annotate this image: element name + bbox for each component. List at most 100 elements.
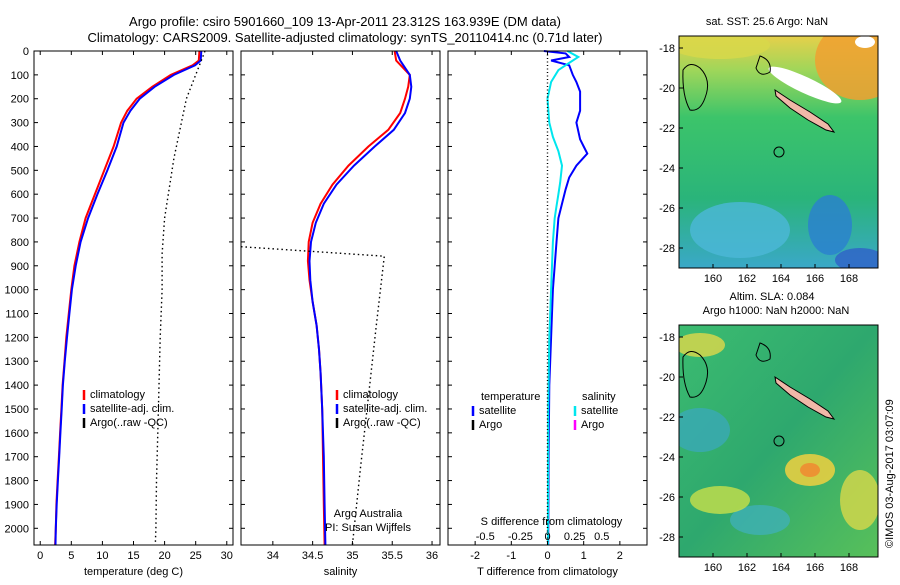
lat-tick-label: -20 [659, 83, 675, 95]
series-climatology [54, 50, 201, 546]
y-tick-label: 1500 [5, 404, 29, 416]
y-tick-label: 1800 [5, 476, 29, 488]
x-tick-label: 10 [96, 550, 108, 562]
legend-header: temperature [481, 391, 540, 403]
x-tick-label: 30 [221, 550, 233, 562]
y-tick-label: 800 [11, 237, 29, 249]
legend-label: satellite [581, 405, 618, 417]
s-tick-label: -0.25 [508, 531, 533, 543]
lon-tick-label: 162 [738, 562, 756, 574]
salinity-panel: 34 34.5 35 35.5 36 salinity climatology satelli… [240, 50, 441, 578]
imos-credit: ©IMOS 03-Aug-2017 03:07:09 [884, 399, 896, 548]
figure-title-line1: Argo profile: csiro 5901660_109 13-Apr-2… [129, 14, 561, 29]
series-satellite-adj-clim- [308, 50, 413, 546]
lon-tick-label: 164 [772, 562, 790, 574]
lon-tick-label: 168 [840, 562, 858, 574]
y-tick-label: 1400 [5, 380, 29, 392]
x-tick-label: 20 [158, 550, 170, 562]
lat-tick-label: -24 [659, 452, 675, 464]
legend-label: Argo(..raw -QC) [343, 417, 421, 429]
sla-high-patch [800, 463, 820, 477]
reef-contour [682, 351, 709, 398]
lat-tick-label: -26 [659, 492, 675, 504]
lat-tick-label: -18 [659, 43, 675, 55]
lon-tick-label: 166 [806, 273, 824, 285]
sla-low-patch [679, 408, 730, 452]
legend-label: climatology [343, 389, 399, 401]
reef-contour [755, 342, 771, 362]
x-tick-label: 15 [127, 550, 139, 562]
x-tick-label: -1 [506, 550, 516, 562]
sst-map: sat. SST: 25.6 Argo: NaN 160 162 164 166 168… [659, 16, 879, 285]
sla-high-patch [679, 333, 725, 357]
sla-low-patch [730, 505, 790, 535]
temperature-panel: 0 5 10 15 20 25 300100200300400500600700800900… [5, 46, 234, 578]
legend-label: Argo [479, 419, 502, 431]
s-tick-label: -0.5 [476, 531, 495, 543]
legend-label: climatology [90, 389, 146, 401]
sla-high-patch [840, 470, 878, 530]
lon-tick-label: 168 [840, 273, 858, 285]
new-caledonia-island [774, 88, 836, 133]
lon-tick-label: 166 [806, 562, 824, 574]
credit-annotation: PI: Susan Wijffels [325, 522, 411, 534]
lon-tick-label: 160 [704, 273, 722, 285]
series-argo-raw-qc- [154, 50, 206, 546]
series-argo-raw-qc- [240, 246, 386, 546]
sla-high-patch [690, 486, 750, 514]
lat-tick-label: -26 [659, 203, 675, 215]
s-tick-label: 0 [544, 531, 550, 543]
x-tick-label: 36 [426, 550, 438, 562]
y-tick-label: 400 [11, 141, 29, 153]
lat-tick-label: -28 [659, 532, 675, 544]
y-tick-label: 2000 [5, 523, 29, 535]
x-axis-label: temperature (deg C) [84, 566, 183, 578]
sst-warm-patch [815, 36, 878, 100]
lon-tick-label: 164 [772, 273, 790, 285]
sst-cool-patch [808, 195, 852, 255]
plot-frame [240, 50, 441, 546]
x-tick-label: 35.5 [382, 550, 403, 562]
x-axis-label: T difference from climatology [477, 566, 618, 578]
series-temperature-satellite [543, 50, 589, 546]
new-caledonia-island [774, 375, 836, 420]
x-tick-label: 34 [267, 550, 279, 562]
y-tick-label: 300 [11, 118, 29, 130]
argo-position-marker [773, 435, 785, 447]
legend-header: salinity [582, 391, 616, 403]
plot-frame [33, 50, 234, 546]
lat-tick-label: -28 [659, 243, 675, 255]
y-tick-label: 1900 [5, 499, 29, 511]
top-x-axis-label: S difference from climatology [481, 516, 623, 528]
y-tick-label: 100 [11, 70, 29, 82]
y-tick-label: 600 [11, 189, 29, 201]
series-salinity-satellite [546, 50, 581, 546]
sst-warm-patch [679, 36, 770, 59]
lon-tick-label: 162 [738, 273, 756, 285]
lon-tick-label: 160 [704, 562, 722, 574]
x-tick-label: 1 [581, 550, 587, 562]
x-tick-label: 34.5 [302, 550, 323, 562]
lat-tick-label: -24 [659, 163, 675, 175]
sst-map-title: sat. SST: 25.6 Argo: NaN [706, 16, 828, 28]
difference-panel: -2 -1 0 1 2 T difference from climatology S di… [447, 50, 648, 578]
reef-contour [682, 64, 709, 111]
legend-label: satellite-adj. clim. [90, 403, 174, 415]
lat-tick-label: -18 [659, 332, 675, 344]
cloud-mask [855, 36, 875, 48]
cloud-mask [768, 66, 842, 104]
y-tick-label: 900 [11, 261, 29, 273]
x-tick-label: 35 [346, 550, 358, 562]
x-tick-label: 0 [544, 550, 550, 562]
lat-tick-label: -20 [659, 372, 675, 384]
y-tick-label: 1700 [5, 452, 29, 464]
legend-label: Argo [581, 419, 604, 431]
y-tick-label: 200 [11, 94, 29, 106]
x-tick-label: 0 [37, 550, 43, 562]
y-tick-label: 500 [11, 165, 29, 177]
sla-map: Altim. SLA: 0.084 Argo h1000: NaN h2000:… [659, 291, 879, 574]
sst-cool-patch [835, 248, 878, 268]
y-tick-label: 1600 [5, 428, 29, 440]
reef-contour [755, 55, 771, 75]
